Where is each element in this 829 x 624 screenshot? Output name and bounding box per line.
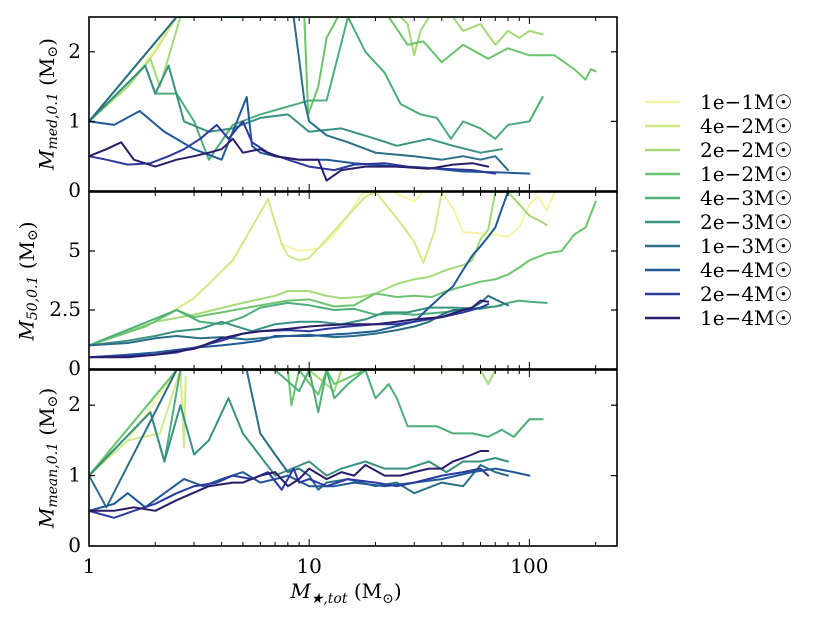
y-label-mean: Mmean,0.1 (M⊙)	[35, 388, 62, 529]
series-line-50-9	[89, 303, 490, 359]
y-tick-label-mean-0: 0	[68, 533, 81, 557]
legend-label-7: 1e−3M☉	[700, 234, 792, 258]
x-tick-label-1: 10	[296, 554, 321, 578]
panel-mean-series	[89, 370, 544, 519]
panel-50-frame	[88, 191, 618, 370]
panel-50-series	[89, 192, 597, 359]
series-line-med-9	[89, 120, 497, 175]
legend-label-4: 1e−2M☉	[700, 162, 792, 186]
series-line-mean-9	[89, 467, 490, 519]
series-line-mean-3	[89, 370, 497, 477]
frame-layer	[88, 16, 618, 547]
legend-label-5: 4e−3M☉	[700, 186, 792, 210]
series-line-mean-8	[89, 467, 531, 512]
svg-text:Mmean,0.1 (M⊙): Mmean,0.1 (M⊙)	[35, 388, 62, 529]
x-tick-label-0: 1	[83, 554, 96, 578]
x-tick-label-2: 100	[510, 554, 548, 578]
series-layer	[89, 17, 597, 519]
legend: 1e−1M☉4e−2M☉2e−2M☉1e−2M☉4e−3M☉2e−3M☉1e−3…	[645, 90, 792, 330]
panel-med-series	[89, 17, 597, 182]
series-line-mean-4	[89, 370, 367, 477]
y-tick-label-med-0: 0	[68, 178, 81, 202]
series-line-med-7	[89, 17, 509, 172]
panel-mean-frame	[88, 369, 618, 547]
series-line-mean-5	[89, 370, 544, 477]
series-line-50-3	[89, 192, 548, 347]
legend-label-10: 1e−4M☉	[700, 306, 792, 330]
y-tick-label-mean-1: 1	[68, 463, 81, 487]
y-tick-label-med-2: 2	[68, 39, 81, 63]
series-line-50-6	[89, 304, 503, 347]
series-line-med-5	[89, 17, 544, 161]
legend-label-1: 1e−1M☉	[700, 90, 792, 114]
y-tick-label-50-0: 0	[68, 356, 81, 380]
series-line-50-8	[89, 192, 509, 359]
series-line-med-4	[89, 17, 597, 123]
y-tick-label-med-1: 1	[68, 108, 81, 132]
y-tick-label-mean-2: 2	[68, 392, 81, 416]
series-line-mean-6	[89, 397, 509, 477]
y-tick-label-50-2: 5	[68, 238, 81, 262]
series-line-med-10	[89, 137, 490, 182]
series-line-50-2	[89, 192, 443, 347]
legend-label-9: 2e−4M☉	[700, 282, 792, 306]
series-line-50-10	[89, 299, 490, 359]
svg-text:M50,0.1 (M⊙): M50,0.1 (M⊙)	[15, 221, 42, 341]
y-label-med: Mmed,0.1 (M⊙)	[35, 38, 62, 171]
series-line-mean-10	[89, 450, 490, 512]
panel-med-frame	[88, 16, 618, 192]
series-line-med-3	[89, 17, 544, 123]
series-line-mean-2	[89, 370, 187, 477]
legend-label-6: 2e−3M☉	[700, 210, 792, 234]
x-axis-label: M★,tot (M⊙)	[289, 579, 401, 607]
series-line-50-4	[89, 200, 597, 347]
legend-label-2: 4e−2M☉	[700, 114, 792, 138]
svg-text:Mmed,0.1 (M⊙): Mmed,0.1 (M⊙)	[35, 38, 62, 171]
series-line-med-6	[89, 64, 503, 154]
y-tick-label-50-1: 2.5	[49, 297, 81, 321]
y-label-50: M50,0.1 (M⊙)	[15, 221, 42, 341]
legend-label-3: 2e−2M☉	[700, 138, 792, 162]
legend-label-8: 4e−4M☉	[700, 258, 792, 282]
